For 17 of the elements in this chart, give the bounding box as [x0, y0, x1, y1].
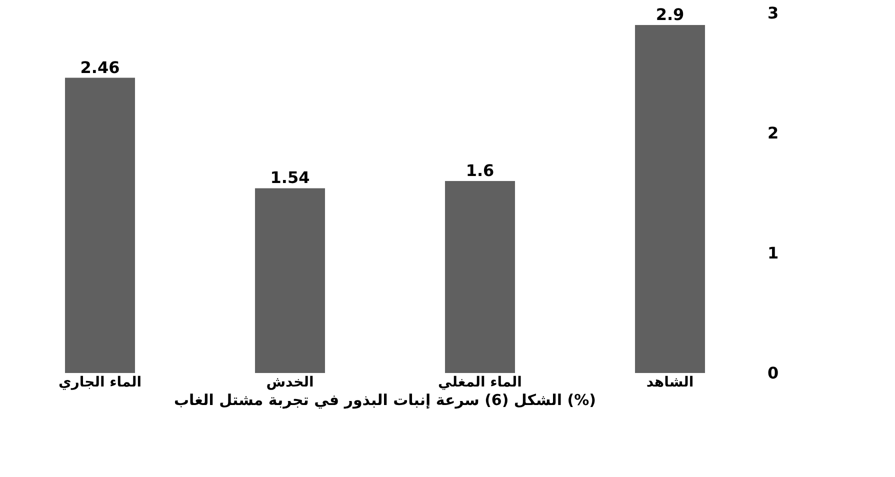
- y-tick-label: 3: [768, 4, 779, 22]
- x-tick-label: الشاهد: [646, 374, 694, 390]
- x-tick-label: الماء المغلي: [438, 374, 522, 390]
- y-tick-label: 1: [768, 244, 779, 262]
- bar: [65, 78, 135, 373]
- data-label: 1.54: [270, 168, 310, 188]
- x-tick-label: الخدش: [266, 374, 314, 390]
- bar: [445, 181, 515, 373]
- data-label: 2.46: [80, 58, 120, 77]
- y-tick-label: 2: [768, 124, 779, 142]
- text: الشكل (6) سرعة إنبات البذور في تجربة مشتل الغاب (%): [174, 391, 596, 409]
- x-tick-label: الماء الجاري: [58, 374, 142, 390]
- data-label: 2.9: [656, 5, 684, 24]
- bar: [635, 25, 705, 373]
- data-label: 1.6: [466, 161, 494, 180]
- bar: [255, 188, 325, 373]
- y-tick-label: 0: [768, 364, 779, 382]
